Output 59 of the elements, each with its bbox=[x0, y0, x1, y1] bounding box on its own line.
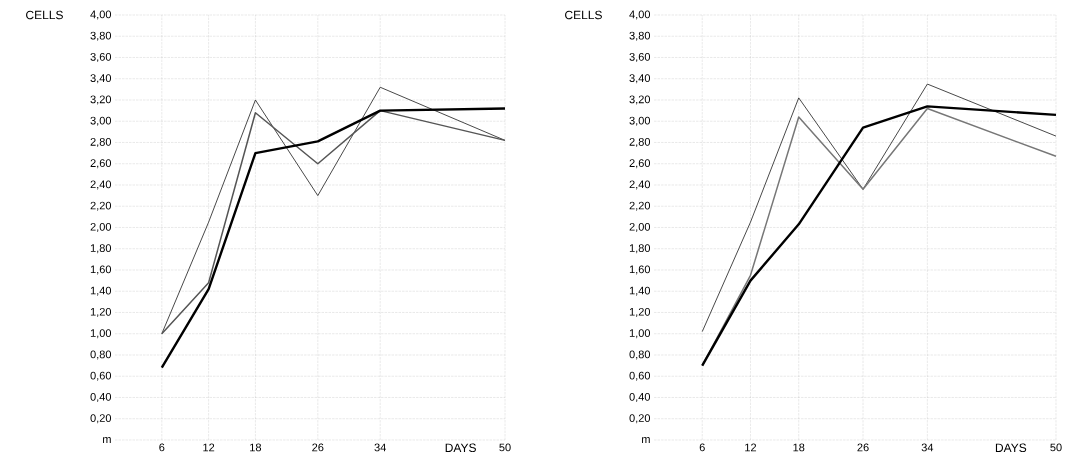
y-tick-label: 0,80 bbox=[629, 350, 651, 360]
y-tick-label: 3,40 bbox=[90, 74, 112, 84]
y-tick-label: 1,00 bbox=[629, 329, 651, 339]
x-tick-label: 12 bbox=[203, 443, 215, 452]
x-tick-label: 34 bbox=[374, 443, 386, 452]
y-tick-label: 3,80 bbox=[629, 31, 651, 41]
x-tick-label: 26 bbox=[312, 443, 324, 452]
y-tick-label: 4,00 bbox=[629, 10, 651, 20]
y-tick-label: 3,60 bbox=[90, 52, 112, 63]
y-tick-label: 2,60 bbox=[629, 159, 651, 169]
y-tick-label: m bbox=[103, 437, 111, 443]
x-tick-label: 6 bbox=[699, 443, 705, 452]
y-tick-label: 1,80 bbox=[629, 244, 651, 254]
y-tick-label: 1,40 bbox=[90, 286, 112, 296]
y-tick-label: 0,40 bbox=[90, 392, 112, 403]
y-tick-label: 2,40 bbox=[629, 180, 651, 190]
x-tick-label: 12 bbox=[745, 443, 757, 452]
y-tick-label: 1,40 bbox=[629, 286, 651, 296]
y-tick-label: 1,20 bbox=[629, 307, 651, 318]
y-tick-label: 0,20 bbox=[629, 414, 651, 424]
y-tick-label: 2,20 bbox=[90, 201, 112, 211]
x-axis-title: DAYS bbox=[445, 443, 476, 453]
x-tick-label: 18 bbox=[250, 443, 262, 452]
x-tick-label: 26 bbox=[857, 443, 869, 452]
x-tick-label: 6 bbox=[159, 443, 165, 452]
y-tick-label: 3,20 bbox=[629, 95, 651, 105]
y-tick-label: 3,40 bbox=[629, 74, 651, 84]
y-tick-label: 0,40 bbox=[629, 392, 651, 403]
y-tick-label: 1,80 bbox=[90, 244, 112, 254]
y-axis-title: CELLS bbox=[26, 10, 63, 20]
y-tick-label: 0,80 bbox=[90, 350, 112, 360]
x-tick-label: 50 bbox=[1050, 443, 1062, 452]
y-tick-label: m bbox=[642, 437, 650, 443]
y-tick-label: 2,60 bbox=[90, 159, 112, 169]
y-tick-label: 0,60 bbox=[629, 371, 651, 381]
x-tick-label: 34 bbox=[921, 443, 934, 452]
y-axis-title: CELLS bbox=[565, 10, 602, 20]
y-tick-label: 2,00 bbox=[90, 222, 112, 233]
y-tick-label: 1,60 bbox=[629, 265, 651, 275]
y-tick-label: 2,80 bbox=[90, 137, 112, 148]
y-tick-label: 3,20 bbox=[90, 95, 112, 105]
y-tick-label: 4,00 bbox=[90, 10, 112, 20]
x-tick-label: 18 bbox=[793, 443, 805, 452]
y-tick-label: 3,00 bbox=[629, 116, 651, 126]
y-tick-label: 0,20 bbox=[90, 414, 112, 424]
y-tick-label: 1,60 bbox=[90, 265, 112, 275]
y-tick-label: 3,80 bbox=[90, 31, 112, 41]
x-tick-label: 50 bbox=[499, 443, 511, 452]
y-tick-label: 1,20 bbox=[90, 307, 112, 318]
y-tick-label: 1,00 bbox=[90, 329, 112, 339]
y-tick-label: 2,20 bbox=[629, 201, 651, 211]
y-tick-label: 2,40 bbox=[90, 180, 112, 190]
y-tick-label: 3,60 bbox=[629, 52, 651, 63]
x-axis-title: DAYS bbox=[995, 443, 1027, 453]
y-tick-label: 2,00 bbox=[629, 222, 651, 233]
y-tick-label: 3,00 bbox=[90, 116, 112, 126]
y-tick-label: 2,80 bbox=[629, 137, 651, 148]
line-series bbox=[701, 83, 1057, 333]
y-tick-label: 0,60 bbox=[90, 371, 112, 381]
